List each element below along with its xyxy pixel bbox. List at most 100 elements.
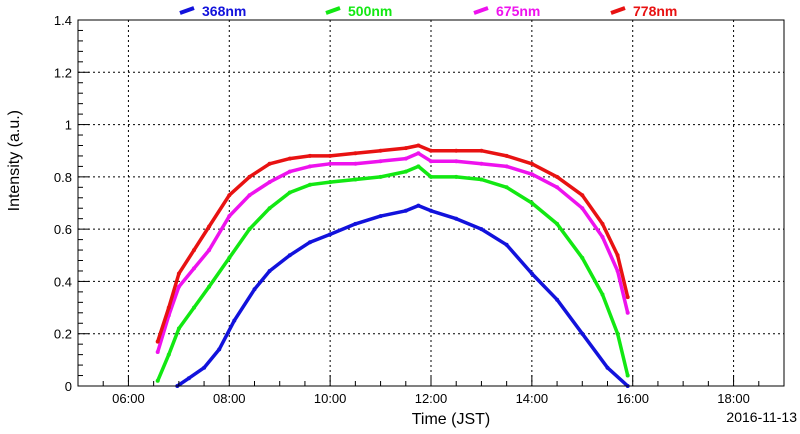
data-point-778nm	[600, 221, 605, 226]
data-point-368nm	[416, 203, 421, 208]
data-point-500nm	[192, 305, 196, 310]
data-point-500nm	[529, 201, 534, 205]
data-point-778nm	[227, 193, 232, 198]
data-point-675nm	[353, 161, 358, 166]
data-point-368nm	[232, 318, 237, 323]
data-point-500nm	[166, 352, 171, 357]
data-point-675nm	[247, 193, 252, 198]
date-label: 2016-11-13	[726, 409, 797, 425]
data-point-500nm	[378, 174, 383, 179]
data-point-778nm	[403, 146, 408, 151]
data-point-500nm	[479, 177, 484, 182]
y-tick-label: 1.2	[54, 65, 72, 80]
data-point-778nm	[479, 148, 484, 153]
data-point-500nm	[328, 180, 333, 185]
legend-swatch-500nm	[325, 6, 341, 15]
data-point-675nm	[287, 169, 292, 174]
data-point-500nm	[504, 185, 509, 190]
data-point-368nm	[287, 253, 292, 258]
y-tick-label: 0.4	[54, 274, 72, 289]
data-point-675nm	[580, 206, 585, 211]
data-point-500nm	[176, 326, 181, 331]
data-point-500nm	[580, 255, 585, 260]
data-point-778nm	[378, 148, 383, 153]
y-tick-label: 0.6	[54, 222, 72, 237]
data-point-368nm	[252, 287, 257, 292]
data-point-778nm	[287, 156, 292, 161]
legend-swatch-368nm	[179, 6, 195, 15]
x-axis-title: Time (JST)	[412, 411, 491, 428]
legend-label-778nm: 778nm	[633, 3, 677, 19]
data-point-500nm	[625, 373, 630, 378]
data-point-778nm	[192, 248, 196, 253]
data-point-368nm	[454, 216, 459, 221]
grid-lines	[78, 20, 784, 386]
data-point-778nm	[580, 193, 585, 198]
data-point-368nm	[328, 232, 333, 237]
data-point-368nm	[479, 227, 484, 232]
data-point-500nm	[227, 255, 232, 260]
data-point-675nm	[555, 185, 560, 190]
data-point-675nm	[378, 159, 383, 164]
series-line-368nm	[175, 203, 630, 388]
data-point-675nm	[176, 284, 181, 289]
data-point-500nm	[555, 221, 560, 226]
data-point-778nm	[353, 151, 358, 156]
data-point-368nm	[308, 240, 312, 245]
y-tick-label: 0.2	[54, 327, 72, 342]
data-point-500nm	[416, 164, 421, 169]
data-point-778nm	[308, 153, 312, 158]
data-point-500nm	[615, 331, 620, 336]
data-point-675nm	[403, 156, 408, 161]
data-point-675nm	[227, 214, 232, 219]
data-point-675nm	[454, 159, 459, 164]
data-point-675nm	[429, 159, 433, 164]
data-point-675nm	[504, 164, 509, 169]
data-point-675nm	[328, 161, 333, 166]
data-point-368nm	[429, 208, 433, 213]
data-point-368nm	[353, 221, 358, 226]
data-point-368nm	[186, 376, 191, 381]
data-point-500nm	[207, 284, 212, 289]
data-point-675nm	[267, 180, 272, 185]
axis-ticks: 06:00 08:00 10:00 12:00 14:00 16:00 18:00 0 0.2 0…	[54, 13, 785, 406]
data-point-675nm	[192, 266, 196, 271]
data-point-500nm	[267, 206, 272, 211]
x-tick-label: 08:00	[213, 391, 246, 406]
data-point-368nm	[580, 331, 585, 336]
data-point-368nm	[555, 297, 560, 302]
data-point-368nm	[202, 365, 207, 370]
x-tick-label: 06:00	[112, 391, 145, 406]
data-point-500nm	[155, 378, 160, 383]
series-line-675nm	[155, 151, 630, 354]
legend: 368nm 500nm 675nm 778nm	[179, 3, 677, 19]
y-tick-label: 1	[65, 118, 72, 133]
data-point-778nm	[625, 295, 630, 300]
x-tick-label: 14:00	[516, 391, 549, 406]
x-tick-label: 18:00	[717, 391, 750, 406]
data-point-500nm	[353, 177, 358, 182]
data-point-778nm	[267, 161, 272, 166]
y-tick-label: 0	[65, 379, 72, 394]
data-point-500nm	[600, 292, 605, 297]
data-point-500nm	[403, 169, 408, 174]
data-point-778nm	[529, 161, 534, 166]
data-point-778nm	[207, 224, 212, 229]
legend-label-368nm: 368nm	[202, 3, 246, 19]
data-point-368nm	[267, 269, 272, 273]
y-tick-label: 0.8	[54, 170, 72, 185]
data-point-778nm	[454, 148, 459, 153]
data-point-500nm	[308, 182, 312, 187]
x-tick-label: 16:00	[616, 391, 649, 406]
data-point-368nm	[217, 347, 222, 352]
y-tick-label: 1.4	[54, 13, 72, 28]
data-point-778nm	[247, 174, 252, 179]
data-point-778nm	[166, 305, 171, 310]
data-point-778nm	[155, 339, 160, 344]
data-point-675nm	[308, 164, 312, 169]
data-point-778nm	[504, 153, 509, 158]
data-point-675nm	[207, 248, 212, 253]
data-point-675nm	[416, 151, 421, 156]
data-point-500nm	[287, 190, 292, 195]
